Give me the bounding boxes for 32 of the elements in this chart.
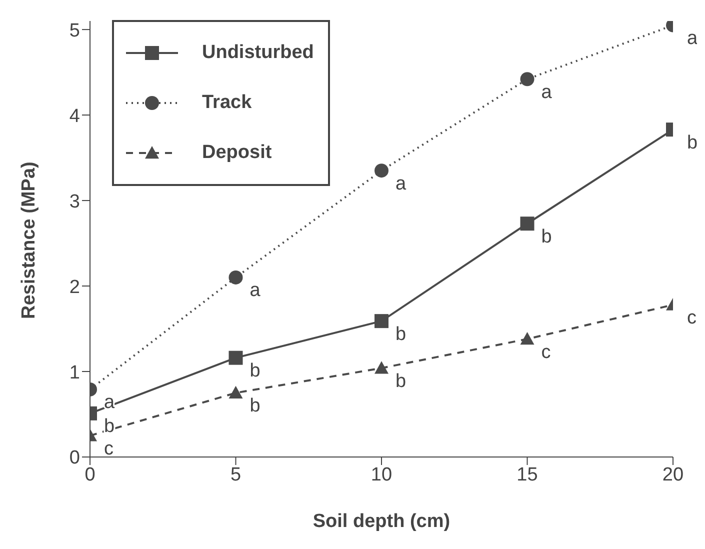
annotation: c (541, 342, 551, 363)
annotation: b (250, 360, 260, 382)
annotation: a (396, 173, 406, 194)
y-tick-label: 3 (69, 191, 80, 212)
x-tick-label: 15 (516, 464, 538, 486)
x-axis-title: Soil depth (cm) (312, 511, 450, 532)
x-tick-label: 0 (84, 464, 96, 486)
annotation: a (541, 82, 552, 103)
y-tick-label: 0 (69, 448, 80, 469)
y-tick-label: 1 (69, 362, 80, 384)
annotation: b (104, 416, 115, 438)
y-tick-label: 5 (69, 20, 80, 42)
legend-label: Track (202, 92, 252, 114)
point (374, 361, 388, 374)
legend-label: Undisturbed (202, 42, 314, 64)
annotation: b (396, 370, 406, 392)
x-tick-label: 10 (370, 464, 392, 486)
x-tick-label: 20 (662, 464, 684, 486)
legend-label: Deposit (202, 142, 272, 164)
annotation: c (104, 438, 114, 460)
annotation: b (250, 396, 260, 417)
y-tick-label: 2 (69, 276, 80, 298)
annotation: c (687, 308, 696, 329)
y-tick-label: 4 (69, 106, 80, 127)
point (374, 314, 388, 328)
x-tick-label: 5 (230, 464, 242, 486)
y-axis-title: Resistance (MPa) (18, 162, 40, 319)
point (374, 164, 388, 178)
annotation: b (541, 226, 552, 248)
annotation: b (687, 132, 698, 154)
annotation: b (396, 324, 406, 345)
annotation: a (250, 280, 261, 302)
